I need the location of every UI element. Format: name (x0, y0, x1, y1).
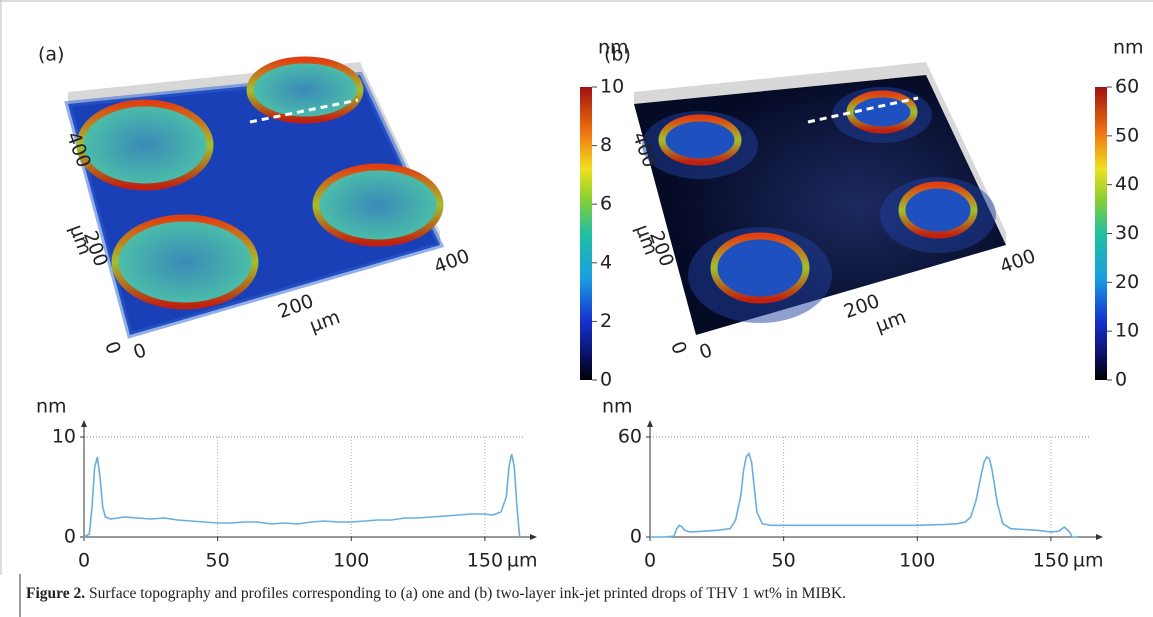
surface-y-tick-label: 0 (666, 338, 691, 357)
y-tick-label: 10 (52, 426, 76, 448)
surface-x-tick-label: 0 (696, 339, 715, 364)
x-tick-label: 50 (772, 550, 796, 572)
colorbar-tick-label: 8 (600, 134, 612, 156)
colorbar-unit: nm (1113, 37, 1144, 59)
colorbar-tick-label: 60 (1115, 76, 1139, 98)
colorbar-tick-label: 20 (1115, 271, 1139, 293)
panel-label: (a) (38, 44, 64, 66)
y-tick-label: 0 (630, 526, 642, 548)
surface-a (64, 56, 445, 339)
profile-line (83, 453, 521, 538)
x-tick-label: 150 (1033, 550, 1069, 572)
x-tick-label: 150 (467, 550, 503, 572)
y-axis-arrow (81, 420, 87, 427)
colorbar-tick-label: 2 (600, 310, 612, 332)
profile-line (650, 452, 1078, 538)
surface-x-tick-label: 0 (130, 339, 149, 364)
x-tick-label: 100 (333, 550, 369, 572)
caption: Figure 2. Surface topography and profile… (26, 585, 846, 603)
colorbar-tick-label: 40 (1115, 173, 1139, 195)
y-axis-arrow (647, 420, 653, 427)
colorbar (580, 87, 592, 380)
caption-label: Figure 2. (26, 585, 86, 602)
colorbar-tick-label: 6 (600, 193, 612, 215)
colorbar-tick-label: 0 (600, 369, 612, 391)
x-axis-label: µm (507, 550, 538, 572)
caption-text: Surface topography and profiles correspo… (89, 585, 847, 602)
colorbar (1095, 87, 1107, 380)
x-axis-label: µm (1073, 550, 1104, 572)
colorbar-tick-label: 0 (1115, 369, 1127, 391)
x-axis-arrow (530, 534, 537, 540)
caption-bar (19, 574, 21, 617)
x-tick-label: 50 (206, 550, 230, 572)
y-tick-label: 60 (618, 426, 642, 448)
x-tick-label: 0 (644, 550, 656, 572)
y-axis-label: nm (36, 396, 67, 418)
surface-y-tick-label: 0 (100, 338, 125, 357)
surface-x-tick-label: 400 (431, 245, 473, 278)
colorbar-tick-label: 10 (1115, 320, 1139, 342)
x-tick-label: 0 (78, 550, 90, 572)
colorbar-unit: nm (598, 37, 629, 59)
x-tick-label: 100 (899, 550, 935, 572)
colorbar-tick-label: 4 (600, 251, 612, 273)
surface-x-tick-label: 400 (997, 245, 1039, 278)
panel-label: (b) (604, 44, 631, 66)
colorbar-tick-label: 10 (600, 76, 624, 98)
x-axis-arrow (1096, 534, 1103, 540)
surface-b (634, 62, 1006, 335)
y-tick-label: 0 (64, 526, 76, 548)
y-axis-label: nm (602, 396, 633, 418)
colorbar-tick-label: 30 (1115, 222, 1139, 244)
colorbar-tick-label: 50 (1115, 124, 1139, 146)
